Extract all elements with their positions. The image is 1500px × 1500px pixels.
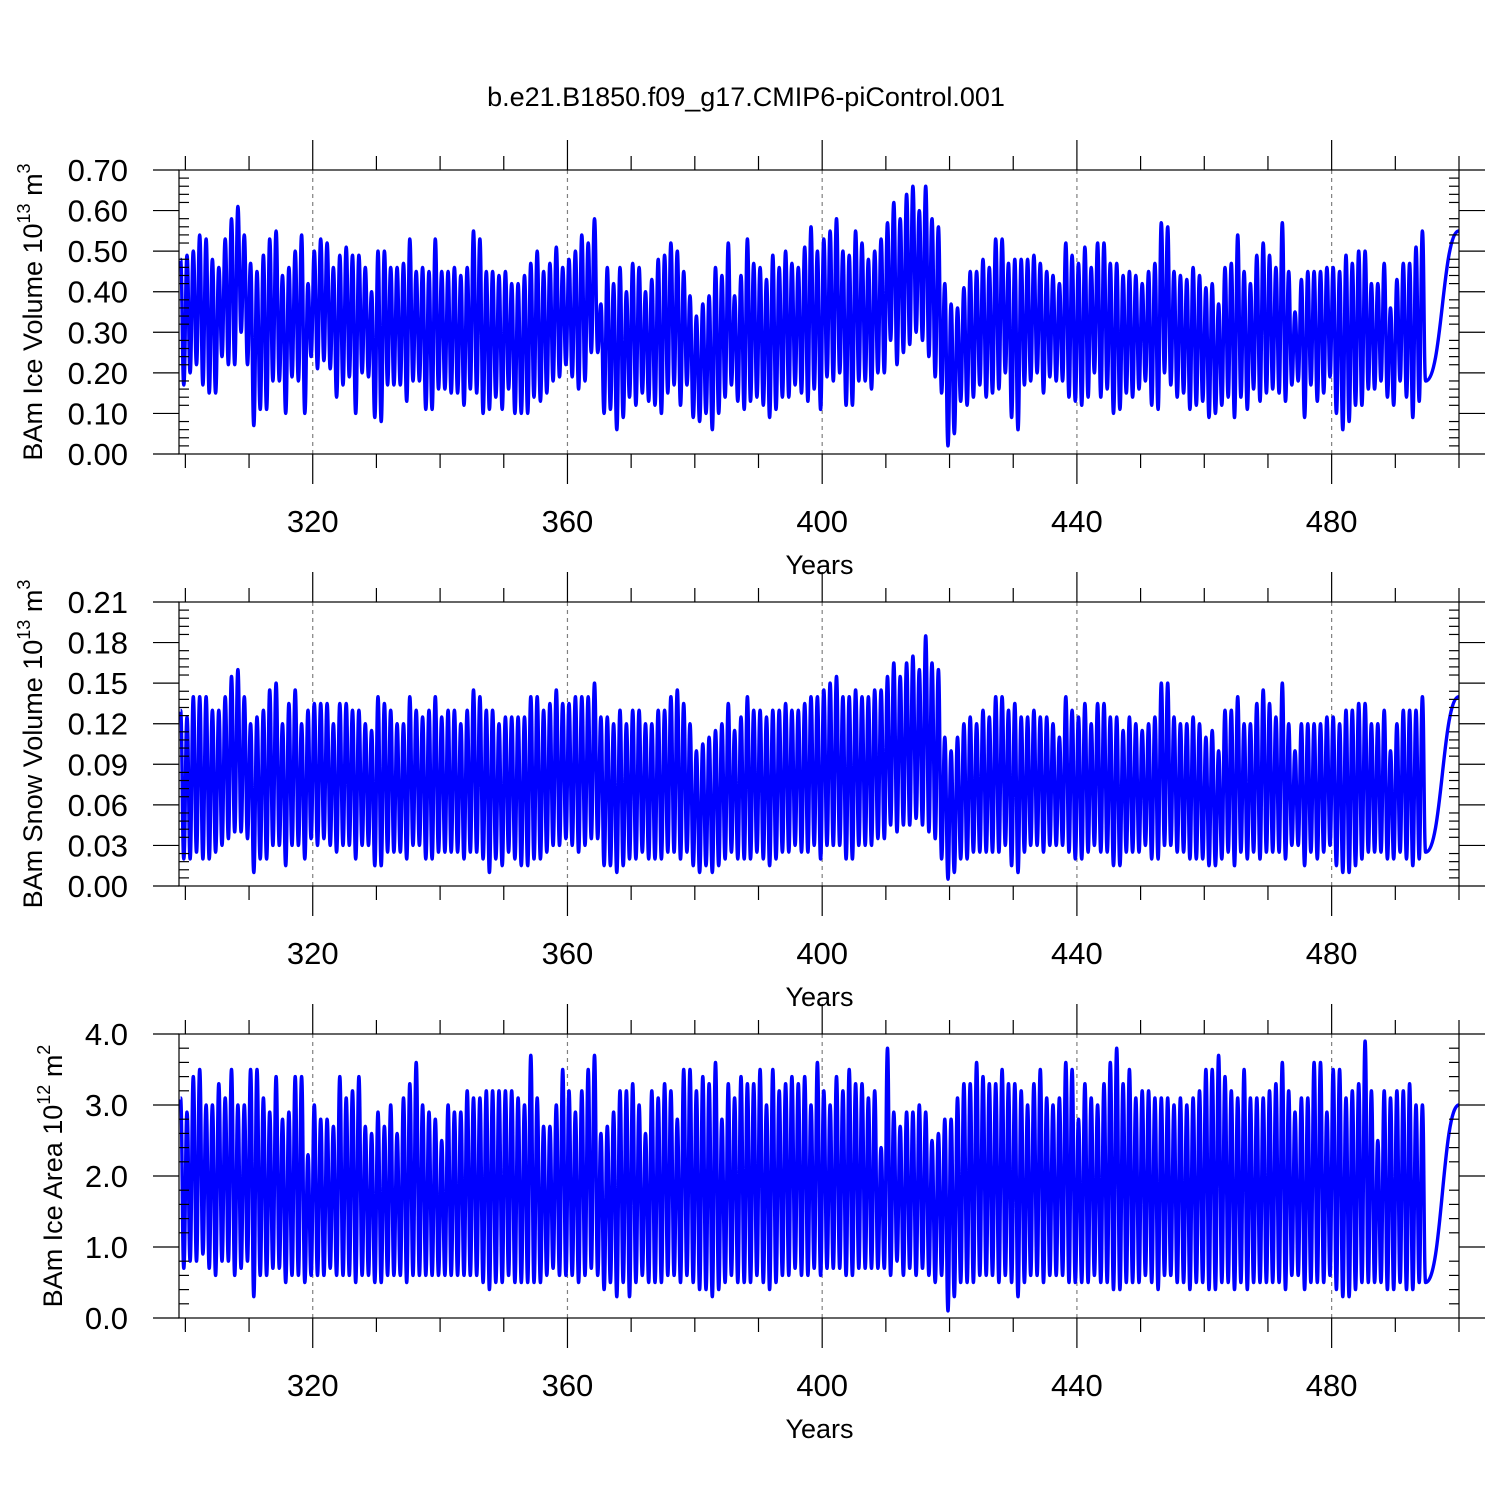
x-tick-label: 360 — [542, 936, 594, 971]
x-tick-label: 320 — [287, 1368, 339, 1403]
x-tick-label: 440 — [1051, 1368, 1103, 1403]
y-tick-label: 0.03 — [68, 828, 128, 863]
y-tick-label: 0.00 — [68, 437, 128, 472]
y-tick-label: 3.0 — [85, 1088, 128, 1123]
ice-area-series-line — [178, 1039, 1460, 1313]
x-axis-label: Years — [785, 1414, 853, 1444]
y-tick-label: 0.50 — [68, 234, 128, 269]
plot-frame — [178, 169, 1460, 455]
ice-area-panel: 320 360 400 440 480 0.0 1.0 2.0 3.0 4.0 Years BAm I… — [34, 1004, 1485, 1444]
plot-frame — [178, 601, 1460, 887]
y-tick-label: 0.60 — [68, 194, 128, 229]
x-tick-label: 480 — [1306, 1368, 1358, 1403]
x-tick-label: 360 — [542, 504, 594, 539]
x-tick-label: 360 — [542, 1368, 594, 1403]
x-tick-label: 320 — [287, 504, 339, 539]
snow-volume-series-line — [178, 634, 1460, 881]
y-tick-label: 4.0 — [85, 1017, 128, 1052]
y-axis-label: BAm Snow Volume 1013 m3 — [14, 580, 48, 909]
snow-volume-panel: 320 360 400 440 480 0.00 0.03 0.06 0.09 0.12 0.15 0… — [14, 572, 1485, 1012]
ice-volume-panel: 320 360 400 440 480 0.00 0.10 0.20 0.30 0.40 0.50 0… — [14, 140, 1485, 580]
y-tick-label: 0.12 — [68, 707, 128, 742]
x-tick-label: 480 — [1306, 504, 1358, 539]
x-tick-label: 400 — [796, 1368, 848, 1403]
y-tick-label: 0.70 — [68, 153, 128, 188]
x-tick-label: 440 — [1051, 936, 1103, 971]
y-axis-label: BAm Ice Volume 1013 m3 — [14, 163, 48, 460]
y-tick-label: 0.00 — [68, 869, 128, 904]
y-tick-label: 0.21 — [68, 585, 128, 620]
y-tick-label: 0.10 — [68, 396, 128, 431]
y-tick-label: 0.0 — [85, 1301, 128, 1336]
x-tick-label: 400 — [796, 504, 848, 539]
y-tick-label: 0.40 — [68, 275, 128, 310]
x-tick-label: 320 — [287, 936, 339, 971]
y-tick-label: 1.0 — [85, 1230, 128, 1265]
y-tick-label: 0.06 — [68, 788, 128, 823]
ice-volume-series-line — [178, 184, 1460, 448]
x-tick-label: 440 — [1051, 504, 1103, 539]
y-tick-label: 2.0 — [85, 1159, 128, 1194]
figure-title: b.e21.B1850.f09_g17.CMIP6-piControl.001 — [487, 82, 1005, 112]
y-tick-label: 0.18 — [68, 626, 128, 661]
x-tick-label: 480 — [1306, 936, 1358, 971]
x-tick-label: 400 — [796, 936, 848, 971]
x-axis-label: Years — [785, 550, 853, 580]
y-tick-label: 0.09 — [68, 747, 128, 782]
y-tick-label: 0.15 — [68, 666, 128, 701]
y-axis-label: BAm Ice Area 1012 m2 — [34, 1045, 68, 1308]
y-tick-label: 0.20 — [68, 356, 128, 391]
x-axis-label: Years — [785, 982, 853, 1012]
y-tick-label: 0.30 — [68, 315, 128, 350]
